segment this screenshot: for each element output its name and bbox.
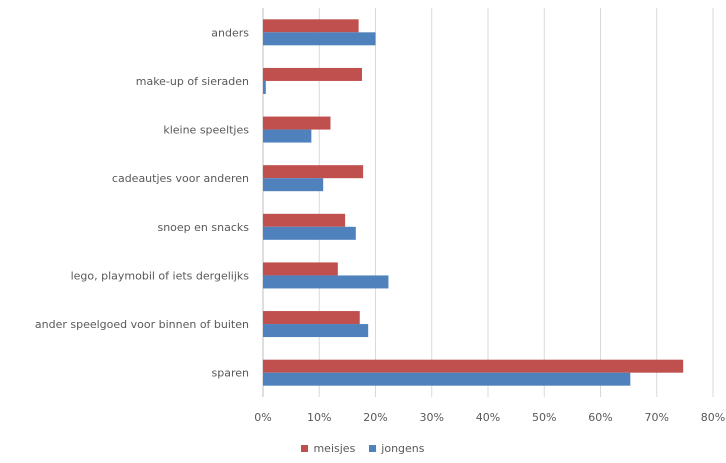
x-tick-label: 70% [645,411,669,424]
bar-jongens [263,324,369,338]
bar-meisjes [263,359,684,373]
bar-meisjes [263,213,346,227]
bar-jongens [263,129,312,143]
bar-jongens [263,226,356,240]
bar-jongens [263,32,376,46]
x-tick-label: 0% [254,411,271,424]
bar-jongens [263,372,631,386]
category-label: kleine speeltjes [163,124,249,137]
bar-meisjes [263,67,362,81]
legend-item-jongens: jongens [369,442,425,455]
x-tick-label: 40% [476,411,500,424]
category-label: anders [211,26,249,39]
bar-jongens [263,275,389,289]
category-label: snoep en snacks [157,221,249,234]
bar-meisjes [263,165,364,179]
x-tick-label: 30% [420,411,444,424]
legend-swatch-jongens [369,445,377,452]
x-tick-label: 60% [588,411,612,424]
bar-meisjes [263,116,331,130]
category-label: sparen [212,367,250,380]
x-tick-label: 50% [532,411,556,424]
category-label: ander speelgoed voor binnen of buiten [35,318,249,331]
legend-label-jongens: jongens [381,442,425,455]
legend: meisjes jongens [0,442,726,455]
category-label: lego, playmobil of iets dergelijks [71,269,250,282]
x-tick-label: 80% [701,411,725,424]
bar-meisjes [263,262,338,276]
legend-item-meisjes: meisjes [301,442,355,455]
bar-meisjes [263,311,360,325]
bar-jongens [263,80,266,94]
legend-swatch-meisjes [301,445,309,452]
category-label: cadeautjes voor anderen [112,172,249,185]
bar-jongens [263,178,324,192]
bar-meisjes [263,19,359,33]
category-label: make-up of sieraden [136,75,249,88]
x-tick-label: 10% [307,411,331,424]
legend-label-meisjes: meisjes [313,442,356,455]
x-tick-label: 20% [363,411,387,424]
